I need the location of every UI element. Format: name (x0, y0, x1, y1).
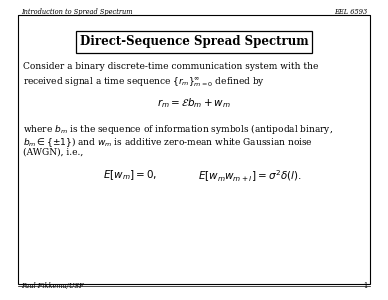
Text: 1: 1 (363, 282, 367, 290)
Text: Introduction to Spread Spectrum: Introduction to Spread Spectrum (21, 8, 132, 16)
Text: received signal a time sequence $\{r_m\}_{m=0}^{\infty}$ defined by: received signal a time sequence $\{r_m\}… (23, 75, 265, 88)
Bar (18, 15, 370, 284)
Text: $E[w_m w_{m+l}] = \sigma^2 \delta(l).$: $E[w_m w_{m+l}] = \sigma^2 \delta(l).$ (198, 168, 302, 184)
Text: Paul Fikkema/USF: Paul Fikkema/USF (21, 282, 84, 290)
Text: $E[w_m] = 0,$: $E[w_m] = 0,$ (103, 168, 157, 182)
Text: Consider a binary discrete-time communication system with the: Consider a binary discrete-time communic… (23, 62, 319, 71)
Text: $b_m \in \{\pm 1\}$) and $w_m$ is additive zero-mean white Gaussian noise: $b_m \in \{\pm 1\}$) and $w_m$ is additi… (23, 135, 313, 149)
Text: where $b_m$ is the sequence of information symbols (antipodal binary,: where $b_m$ is the sequence of informati… (23, 122, 333, 136)
Text: Direct-Sequence Spread Spectrum: Direct-Sequence Spread Spectrum (80, 35, 308, 49)
Text: (AWGN), i.e.,: (AWGN), i.e., (23, 148, 83, 157)
Text: $r_m = \mathcal{E}b_m + w_m$: $r_m = \mathcal{E}b_m + w_m$ (157, 96, 231, 110)
Text: EEL 6593: EEL 6593 (334, 8, 367, 16)
